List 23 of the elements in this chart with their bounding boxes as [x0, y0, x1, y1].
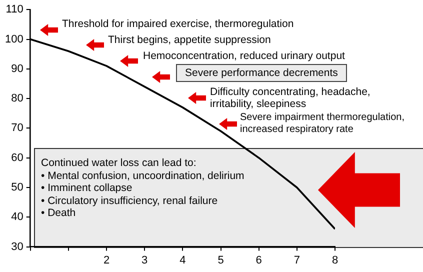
annotation: Threshold for impaired exercise, thermoregulation — [62, 18, 294, 30]
annotation: Hemoconcentration, reduced urinary output — [143, 50, 345, 62]
y-tick-label: 100 — [4, 33, 24, 46]
note-box: Continued water loss can lead to: • Mental confusion, uncoordination, delirium • Imminent collapse • Circulatory insufficiency, renal failure • Death — [34, 148, 423, 248]
y-tick-label: 40 — [11, 211, 24, 224]
x-tick-label: 6 — [256, 254, 262, 266]
y-tick-label: 90 — [11, 62, 24, 75]
x-tick-label: 7 — [294, 254, 300, 266]
y-tick-label: 70 — [11, 122, 24, 134]
annotation: Thirst begins, appetite suppression — [108, 34, 271, 46]
x-tick-label: 3 — [142, 254, 148, 266]
y-tick-label: 50 — [11, 182, 24, 194]
annotation: Severe performance decrements — [176, 64, 347, 82]
y-tick-label: 60 — [11, 152, 24, 164]
x-tick-label: 4 — [180, 254, 186, 266]
annotation: Difficulty concentrating, headache, irritability, sleepiness — [210, 86, 370, 110]
annotation: Severe impairment thermoregulation, increased respiratory rate — [240, 112, 405, 136]
y-tick-label: 30 — [11, 240, 24, 253]
y-tick-label: 110 — [6, 4, 24, 16]
y-tick-label: 80 — [11, 92, 24, 105]
x-tick-label: 2 — [103, 254, 110, 266]
x-tick-label: 5 — [218, 254, 224, 266]
x-tick-label: 8 — [332, 254, 338, 266]
